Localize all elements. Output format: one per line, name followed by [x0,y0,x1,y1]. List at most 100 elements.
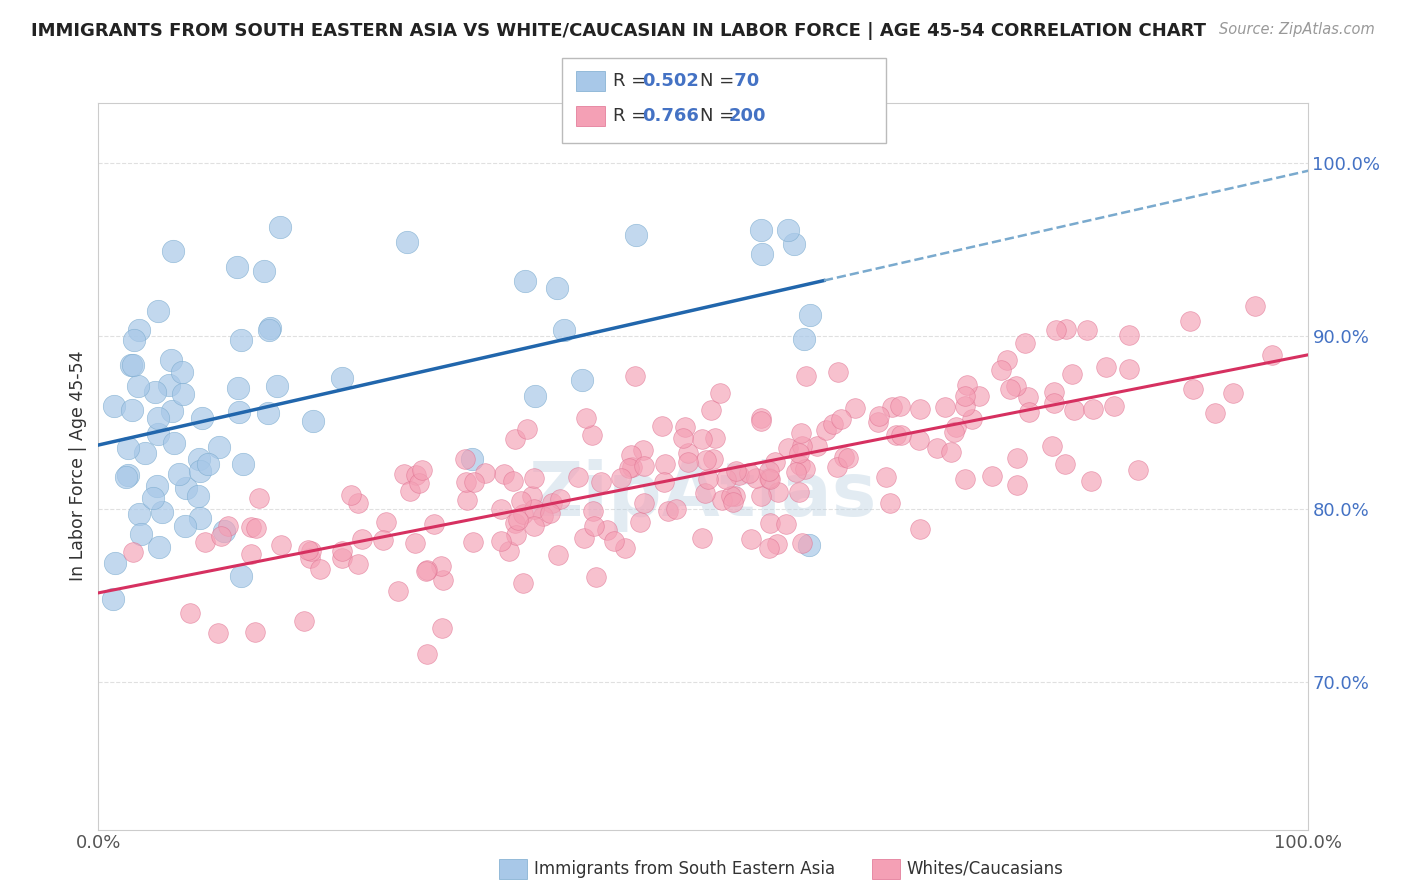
Point [546,280,568,294]
Text: 0.766: 0.766 [643,107,699,125]
Point [523,471,546,485]
Point [297,542,319,557]
Point [1054,322,1077,336]
Point [759,516,782,530]
Text: 0.502: 0.502 [643,72,699,90]
Point [830,412,852,426]
Point [538,506,561,520]
Point [1007,451,1029,466]
Y-axis label: In Labor Force | Age 45-54: In Labor Force | Age 45-54 [69,351,87,582]
Point [868,409,890,423]
Point [934,401,956,415]
Point [1118,362,1140,376]
Point [792,536,814,550]
Point [827,365,849,379]
Point [776,223,799,237]
Point [375,515,398,529]
Point [1063,403,1085,417]
Point [122,544,145,558]
Point [188,452,211,467]
Point [226,381,249,395]
Point [910,522,932,536]
Text: N =: N = [700,107,740,125]
Point [141,491,163,506]
Point [884,427,907,442]
Point [503,516,526,530]
Point [127,378,149,392]
Point [392,467,415,481]
Point [790,439,813,453]
Text: Whites/Caucasians: Whites/Caucasians [907,860,1064,878]
Point [797,538,820,552]
Point [657,504,679,518]
Point [595,523,617,537]
Point [259,323,281,337]
Point [188,511,211,525]
Text: N =: N = [700,72,740,90]
Point [240,547,263,561]
Point [492,467,515,481]
Point [806,438,828,452]
Point [782,236,804,251]
Point [725,464,748,478]
Point [1042,396,1064,410]
Point [654,457,676,471]
Point [751,413,773,427]
Point [117,442,139,456]
Point [875,470,897,484]
Point [207,625,229,640]
Point [652,475,675,489]
Point [945,420,967,434]
Point [821,417,844,432]
Point [243,624,266,639]
Point [633,459,655,474]
Point [330,551,353,566]
Point [150,505,173,519]
Point [711,493,734,508]
Point [128,323,150,337]
Point [651,419,673,434]
Point [1005,478,1028,492]
Point [104,557,127,571]
Point [232,457,254,471]
Point [432,573,454,587]
Point [225,260,247,274]
Point [626,227,648,242]
Point [212,524,235,538]
Point [672,431,695,445]
Point [1128,463,1150,477]
Point [411,463,433,477]
Point [581,428,603,442]
Point [340,488,363,502]
Point [308,562,330,576]
Point [103,399,125,413]
Point [148,411,170,425]
Point [174,519,197,533]
Point [628,515,651,529]
Point [1062,367,1084,381]
Point [787,446,810,460]
Point [172,387,194,401]
Text: ZipAtlas: ZipAtlas [529,458,877,532]
Point [148,540,170,554]
Point [208,440,231,454]
Point [523,389,546,403]
Point [454,452,477,467]
Point [1244,299,1267,313]
Point [191,411,214,425]
Point [416,647,439,661]
Point [758,470,780,484]
Point [956,377,979,392]
Point [516,422,538,436]
Point [474,466,496,480]
Point [785,465,807,479]
Point [879,496,901,510]
Point [794,368,817,383]
Point [571,373,593,387]
Point [498,544,520,558]
Point [145,479,167,493]
Point [815,423,838,437]
Point [101,592,124,607]
Point [350,532,373,546]
Point [690,531,713,545]
